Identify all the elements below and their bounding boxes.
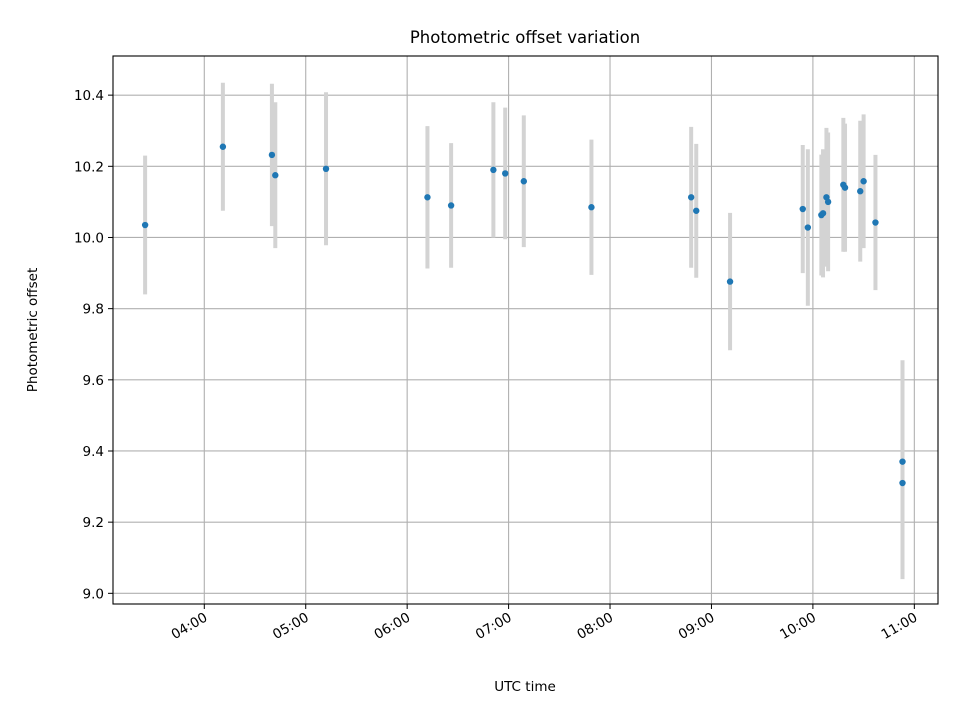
y-tick-label: 9.8 (83, 302, 104, 318)
y-tick-label: 10.4 (74, 88, 104, 104)
data-point (219, 143, 227, 150)
data-point (141, 221, 149, 229)
x-tick-label: 04:00 (169, 610, 211, 643)
y-tick-label: 9.2 (83, 515, 104, 531)
x-tick-label: 06:00 (371, 610, 413, 643)
x-tick-label: 08:00 (574, 610, 616, 643)
data-point (726, 278, 734, 285)
data-point (824, 198, 832, 206)
data-point (899, 479, 906, 487)
x-axis-label: UTC time (494, 679, 556, 695)
data-point (693, 207, 700, 214)
y-tick-label: 10.2 (74, 159, 104, 175)
data-point (857, 188, 864, 195)
data-point (899, 458, 906, 465)
data-point (860, 178, 867, 185)
data-point (819, 210, 827, 217)
x-tick-label: 05:00 (270, 610, 312, 643)
y-tick-label: 9.0 (83, 586, 104, 602)
data-point (424, 194, 431, 201)
data-point (447, 202, 455, 209)
y-tick-label: 9.4 (83, 444, 104, 460)
data-point (520, 178, 528, 185)
data-point (872, 219, 879, 226)
data-point (588, 204, 595, 211)
x-tick-label: 10:00 (777, 610, 819, 643)
x-tick-label: 11:00 (879, 610, 921, 643)
data-points (141, 143, 906, 487)
y-axis-label: Photometric offset (25, 268, 41, 392)
data-point (687, 194, 695, 201)
data-point (322, 165, 330, 173)
error-bars (143, 82, 905, 580)
data-point (799, 205, 806, 213)
data-point (804, 224, 812, 231)
plot-frame (112, 55, 939, 605)
chart-title: Photometric offset variation (410, 28, 640, 47)
data-point (268, 151, 276, 159)
data-point (841, 184, 849, 191)
y-tick-label: 9.6 (83, 373, 104, 389)
x-tick-label: 07:00 (473, 610, 515, 643)
axis-ticks: 04:00 05:00 06:00 07:00 08:00 09:00 10:00 11:00… (74, 88, 920, 643)
data-point (272, 172, 279, 179)
x-tick-label: 09:00 (676, 610, 718, 643)
data-point (502, 170, 509, 177)
data-point (490, 166, 497, 174)
y-tick-label: 10.0 (74, 230, 104, 246)
